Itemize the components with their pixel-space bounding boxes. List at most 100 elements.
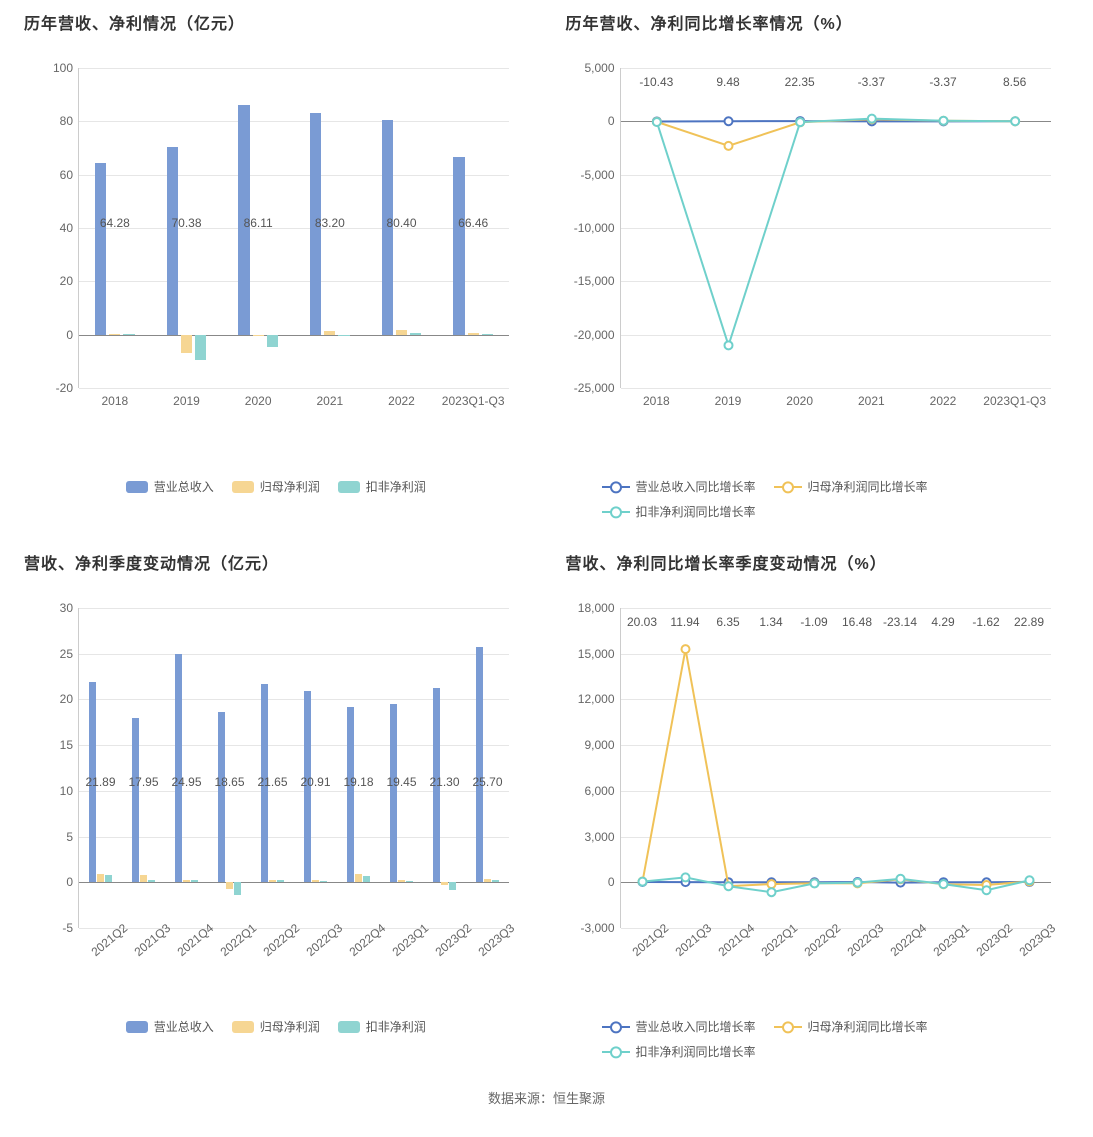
bar-np[interactable] [183, 880, 190, 883]
marker-npx[interactable] [867, 115, 875, 123]
bar-rev[interactable] [95, 163, 106, 334]
marker-npx[interactable] [724, 341, 732, 349]
legend-item-npx[interactable]: 扣非净利润 [338, 1018, 426, 1035]
marker-npx[interactable] [724, 882, 732, 890]
chart-title: 历年营收、净利同比增长率情况（%） [566, 10, 1074, 34]
legend-label: 扣非净利润同比增长率 [636, 503, 756, 520]
marker-npx[interactable] [982, 886, 990, 894]
bar-npx[interactable] [406, 881, 413, 882]
bar-npx[interactable] [482, 334, 493, 335]
bar-npx[interactable] [492, 880, 499, 882]
y-tick-label: -5 [62, 921, 79, 935]
legend-item-np[interactable]: 归母净利润 [232, 1018, 320, 1035]
bar-npx[interactable] [105, 875, 112, 883]
bar-npx[interactable] [123, 334, 134, 335]
line-value-label: 6.35 [716, 615, 739, 629]
bar-npx[interactable] [320, 881, 327, 882]
marker-npx[interactable] [1011, 117, 1019, 125]
marker-np[interactable] [724, 142, 732, 150]
bar-npx[interactable] [191, 880, 198, 882]
bar-npx[interactable] [363, 876, 370, 882]
bar-np[interactable] [109, 334, 120, 335]
legend-item-rev[interactable]: 营业总收入同比增长率 [602, 1018, 756, 1035]
chart-title: 营收、净利同比增长率季度变动情况（%） [566, 550, 1074, 574]
marker-np[interactable] [767, 880, 775, 888]
legend-item-npx[interactable]: 扣非净利润同比增长率 [602, 503, 756, 520]
marker-npx[interactable] [896, 875, 904, 883]
line-np[interactable] [656, 119, 1014, 146]
line-np[interactable] [642, 649, 1029, 886]
y-tick-label: 25 [60, 647, 79, 661]
bar-np[interactable] [226, 882, 233, 888]
bar-value-label: 21.89 [85, 775, 115, 789]
bar-value-label: 21.30 [429, 775, 459, 789]
marker-np[interactable] [681, 645, 689, 653]
line-value-label: -23.14 [883, 615, 917, 629]
bar-np[interactable] [355, 874, 362, 882]
bar-npx[interactable] [195, 335, 206, 360]
marker-npx[interactable] [796, 118, 804, 126]
line-value-label: -1.62 [972, 615, 999, 629]
legend-label: 归母净利润同比增长率 [808, 1018, 928, 1035]
line-value-label: 20.03 [627, 615, 657, 629]
bar-np[interactable] [253, 335, 264, 336]
bar-rev[interactable] [476, 647, 483, 882]
bar-np[interactable] [484, 879, 491, 883]
bar-rev[interactable] [218, 712, 225, 883]
bar-rev[interactable] [390, 704, 397, 882]
line-value-label: -1.09 [800, 615, 827, 629]
panel-quarterly-growth: 营收、净利同比增长率季度变动情况（%） -3,00003,0006,0009,0… [562, 550, 1074, 1060]
bar-npx[interactable] [338, 335, 349, 336]
bar-value-label: 18.65 [214, 775, 244, 789]
bar-np[interactable] [441, 882, 448, 884]
x-tick-label: 2020 [245, 388, 272, 408]
line-npx[interactable] [656, 119, 1014, 346]
y-tick-label: 18,000 [578, 601, 621, 615]
legend-item-npx[interactable]: 扣非净利润同比增长率 [602, 1043, 756, 1060]
legend-item-npx[interactable]: 扣非净利润 [338, 478, 426, 495]
bar-npx[interactable] [267, 335, 278, 347]
marker-npx[interactable] [767, 888, 775, 896]
bar-rev[interactable] [132, 718, 139, 882]
bar-rev[interactable] [347, 707, 354, 882]
legend-item-np[interactable]: 归母净利润 [232, 478, 320, 495]
marker-npx[interactable] [939, 117, 947, 125]
legend-item-rev[interactable]: 营业总收入同比增长率 [602, 478, 756, 495]
bar-np[interactable] [468, 333, 479, 334]
bar-npx[interactable] [277, 880, 284, 882]
marker-npx[interactable] [810, 879, 818, 887]
bar-np[interactable] [398, 880, 405, 882]
bar-value-label: 19.18 [343, 775, 373, 789]
marker-npx[interactable] [853, 879, 861, 887]
y-tick-label: -3,000 [580, 921, 620, 935]
bar-np[interactable] [181, 335, 192, 354]
bar-npx[interactable] [449, 882, 456, 889]
bar-rev[interactable] [453, 157, 464, 334]
marker-npx[interactable] [1025, 876, 1033, 884]
bar-value-label: 83.20 [315, 216, 345, 230]
bar-rev[interactable] [175, 654, 182, 882]
marker-rev[interactable] [724, 117, 732, 125]
bar-np[interactable] [324, 331, 335, 334]
marker-npx[interactable] [939, 880, 947, 888]
marker-npx[interactable] [638, 878, 646, 886]
bar-value-label: 86.11 [244, 216, 273, 230]
marker-npx[interactable] [652, 118, 660, 126]
y-tick-label: 60 [60, 168, 79, 182]
bar-npx[interactable] [234, 882, 241, 895]
bar-np[interactable] [269, 880, 276, 883]
bar-value-label: 80.40 [386, 216, 416, 230]
bar-rev[interactable] [167, 147, 178, 335]
legend-item-rev[interactable]: 营业总收入 [126, 1018, 214, 1035]
legend-item-rev[interactable]: 营业总收入 [126, 478, 214, 495]
bar-np[interactable] [312, 880, 319, 882]
bar-npx[interactable] [148, 880, 155, 882]
legend-item-np[interactable]: 归母净利润同比增长率 [774, 478, 928, 495]
bar-np[interactable] [396, 330, 407, 335]
bar-np[interactable] [140, 875, 147, 882]
bar-npx[interactable] [410, 333, 421, 335]
line-layer [621, 68, 1051, 388]
bar-np[interactable] [97, 874, 104, 882]
legend-item-np[interactable]: 归母净利润同比增长率 [774, 1018, 928, 1035]
marker-npx[interactable] [681, 873, 689, 881]
